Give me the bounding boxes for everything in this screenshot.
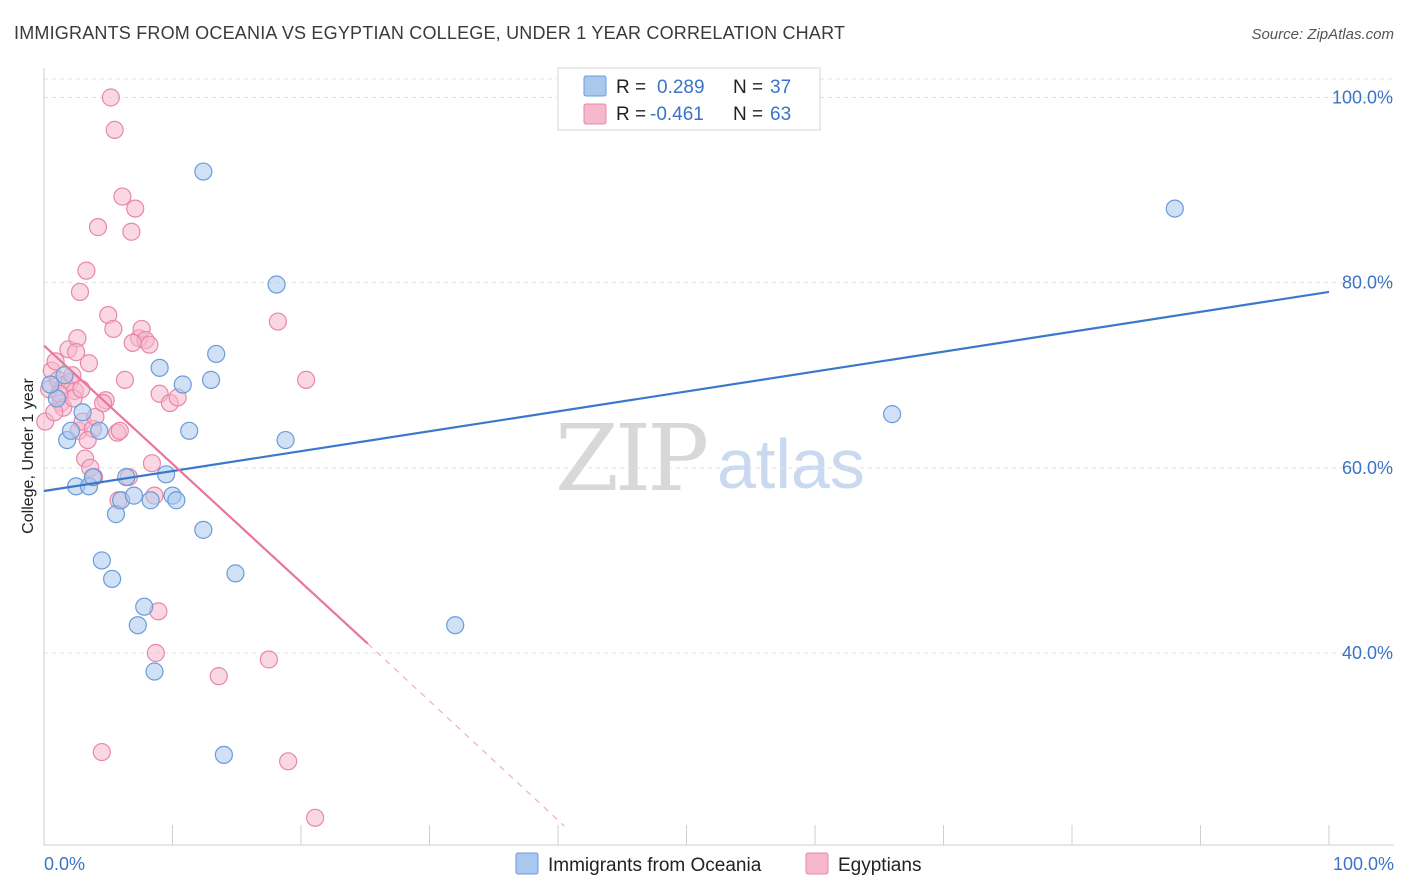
bottom-legend-label-oceania: Immigrants from Oceania xyxy=(548,855,762,876)
egyptians-point-30 xyxy=(113,187,132,206)
egyptians-point-27 xyxy=(105,120,124,140)
y-tick-label-40: 40.0% xyxy=(1342,643,1393,663)
chart-source: Source: ZipAtlas.com xyxy=(1251,26,1394,43)
legend-n-value-egyptians: 63 xyxy=(770,104,791,125)
oceania-point-31 xyxy=(276,430,295,450)
egyptians-point-22 xyxy=(92,742,111,762)
oceania-point-23 xyxy=(180,421,199,440)
oceania-point-25 xyxy=(194,162,213,181)
legend-swatch-egyptians xyxy=(583,103,607,125)
egyptians-point-21 xyxy=(88,218,108,237)
oceania-point-1 xyxy=(55,366,74,385)
oceania-point-22 xyxy=(173,375,192,394)
oceania-point-30 xyxy=(267,275,286,294)
legend-r-value-oceania: 0.289 xyxy=(657,77,705,98)
legend-swatch-oceania xyxy=(583,75,607,97)
oceania-point-24 xyxy=(194,520,213,539)
trend-line-egyptians-extension xyxy=(367,643,565,827)
trend-line-oceania xyxy=(43,290,1330,493)
oceania-point-15 xyxy=(128,616,147,635)
egyptians-point-16 xyxy=(77,261,96,280)
egyptians-point-48 xyxy=(268,312,287,331)
y-tick-label-100: 100.0% xyxy=(1332,88,1393,108)
egyptians-point-62 xyxy=(72,380,91,399)
trend-lines xyxy=(43,290,1330,827)
y-axis-tick-labels: 40.0% 60.0% 80.0% 100.0% xyxy=(1332,88,1393,664)
oceania-point-27 xyxy=(207,344,226,364)
correlation-legend: R = 0.289 N = 37 R = -0.461 N = 63 xyxy=(557,67,821,131)
egyptians-point-39 xyxy=(142,454,162,473)
oceania-point-34 xyxy=(1165,199,1184,218)
y-tick-label-60: 60.0% xyxy=(1342,458,1393,478)
grid-lines xyxy=(44,78,1394,654)
oceania-point-18 xyxy=(150,358,169,377)
egyptians-point-46 xyxy=(209,667,228,686)
series-legend: Immigrants from Oceania Egyptians xyxy=(515,852,921,876)
legend-r-label-oceania: R = xyxy=(616,77,646,98)
y-axis-label: College, Under 1 year xyxy=(20,378,37,534)
oceania-point-26 xyxy=(201,370,221,389)
oceania-point-6 xyxy=(83,467,102,487)
oceania-point-21 xyxy=(167,491,186,510)
egyptians-point-49 xyxy=(279,752,298,771)
legend-r-label-egyptians: R = xyxy=(616,104,646,125)
oceania-point-36 xyxy=(73,403,92,422)
oceania-point-7 xyxy=(90,421,109,440)
oceania-point-32 xyxy=(446,616,465,635)
oceania-point-9 xyxy=(103,569,122,589)
x-tick-label-max: 100.0% xyxy=(1333,854,1394,874)
bottom-legend-swatch-oceania xyxy=(515,852,539,875)
watermark-zip: ZIP xyxy=(555,405,706,512)
egyptians-point-26 xyxy=(104,319,123,339)
egyptians-point-38 xyxy=(140,335,159,354)
egyptians-point-56 xyxy=(123,333,142,352)
x-axis-ticks xyxy=(43,825,1330,845)
oceania-point-3 xyxy=(61,421,81,440)
egyptians-point-55 xyxy=(67,343,86,362)
egyptians-point-57 xyxy=(110,421,129,440)
legend-r-value-egyptians: -0.461 xyxy=(650,104,704,125)
oceania-point-14 xyxy=(135,597,154,616)
oceania-point-33 xyxy=(882,405,902,424)
bottom-legend-swatch-egyptians xyxy=(805,852,829,875)
trend-line-egyptians xyxy=(43,344,369,645)
chart-title: IMMIGRANTS FROM OCEANIA VS EGYPTIAN COLL… xyxy=(14,23,845,43)
oceania-point-28 xyxy=(214,745,233,764)
egyptians-point-3 xyxy=(46,352,65,371)
oceania-point-29 xyxy=(226,564,245,583)
bottom-legend-label-egyptians: Egyptians xyxy=(838,855,921,876)
egyptians-point-34 xyxy=(126,199,145,218)
oceania-point-16 xyxy=(141,491,160,510)
legend-n-label-oceania: N = xyxy=(733,77,763,98)
egyptians-point-17 xyxy=(79,354,99,373)
egyptians-point-50 xyxy=(297,370,316,389)
watermark-atlas: atlas xyxy=(717,425,865,503)
egyptians-point-47 xyxy=(259,650,278,669)
series-egyptians-points xyxy=(36,88,325,827)
egyptians-point-31 xyxy=(115,370,135,389)
oceania-point-13 xyxy=(124,486,144,505)
y-tick-label-80: 80.0% xyxy=(1342,273,1393,293)
egyptians-point-13 xyxy=(70,282,90,302)
oceania-point-8 xyxy=(92,551,111,570)
series-oceania-points xyxy=(41,162,1184,764)
egyptians-point-60 xyxy=(94,393,113,413)
legend-n-value-oceania: 37 xyxy=(770,77,791,98)
oceania-point-35 xyxy=(41,375,60,394)
oceania-point-19 xyxy=(156,465,176,484)
egyptians-point-25 xyxy=(101,88,120,107)
egyptians-point-42 xyxy=(146,643,165,663)
legend-n-label-egyptians: N = xyxy=(733,104,763,125)
oceania-point-17 xyxy=(145,662,164,681)
x-tick-label-min: 0.0% xyxy=(44,854,85,874)
egyptians-point-33 xyxy=(122,222,141,241)
egyptians-point-51 xyxy=(306,808,325,827)
